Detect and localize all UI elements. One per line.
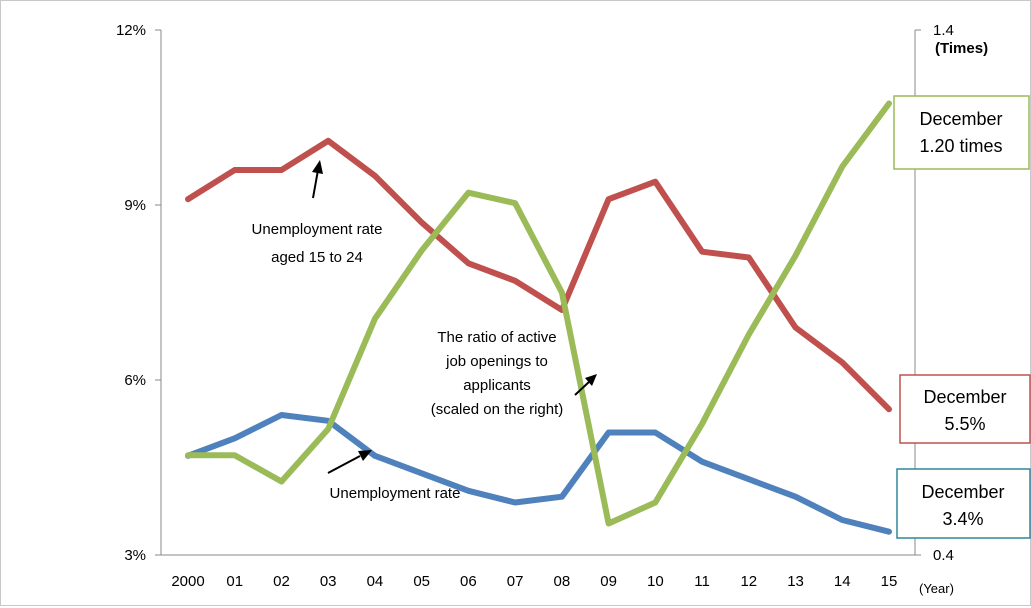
right-axis-unit: (Times) <box>935 40 988 57</box>
left-tick-label: 9% <box>124 197 146 214</box>
x-tick-label: 03 <box>320 573 337 590</box>
unemployment-annotation: Unemployment rate <box>330 485 461 502</box>
unemployment-series-line <box>185 412 892 535</box>
ratio-annotation-arrow <box>574 374 597 396</box>
x-tick-label: 2000 <box>171 573 204 590</box>
x-tick-label: 06 <box>460 573 477 590</box>
ratio-series-line <box>185 100 892 527</box>
left-tick-label: 6% <box>124 372 146 389</box>
x-tick-label: 07 <box>507 573 524 590</box>
unemployment-callout-line-2: 3.4% <box>942 509 983 529</box>
left-tick-label: 3% <box>124 547 146 564</box>
x-tick-label: 02 <box>273 573 290 590</box>
x-axis-ticks: 2000 01 02 03 04 05 06 07 08 09 10 11 12 13 14 15 <box>171 573 897 590</box>
ratio-annotation-line-4: (scaled on the right) <box>431 401 564 418</box>
right-tick-label: 1.4 <box>933 22 954 39</box>
x-tick-label: 04 <box>367 573 384 590</box>
x-tick-label: 14 <box>834 573 851 590</box>
ratio-annotation-line-1: The ratio of active <box>437 329 556 346</box>
x-tick-label: 09 <box>600 573 617 590</box>
youth-callout: December 5.5% <box>899 374 1031 444</box>
ratio-callout-line-2: 1.20 times <box>919 136 1002 156</box>
ratio-callout: December 1.20 times <box>893 95 1030 170</box>
ratio-callout-line-1: December <box>919 109 1002 129</box>
x-axis-label: (Year) <box>919 581 954 596</box>
unemployment-annotation-arrow <box>327 450 372 474</box>
ratio-annotation-line-3: applicants <box>463 377 531 394</box>
x-tick-label: 10 <box>647 573 664 590</box>
x-tick-label: 08 <box>554 573 571 590</box>
x-tick-label: 01 <box>226 573 243 590</box>
unemployment-callout-line-1: December <box>921 482 1004 502</box>
youth-callout-line-2: 5.5% <box>944 414 985 434</box>
youth-annotation-line-2: aged 15 to 24 <box>271 249 363 266</box>
x-tick-label: 15 <box>881 573 898 590</box>
youth-annotation-arrow <box>312 160 323 199</box>
unemployment-callout: December 3.4% <box>896 468 1031 539</box>
x-tick-label: 12 <box>740 573 757 590</box>
right-tick-label: 0.4 <box>933 547 954 564</box>
ratio-annotation-line-2: job openings to <box>445 353 548 370</box>
left-tick-label: 12% <box>116 22 146 39</box>
youth-callout-line-1: December <box>923 387 1006 407</box>
youth-annotation-line-1: Unemployment rate <box>252 221 383 238</box>
x-tick-label: 13 <box>787 573 804 590</box>
x-tick-label: 05 <box>413 573 430 590</box>
series-lines <box>185 100 892 535</box>
right-axis-ticks: 0.4 1.4 <box>915 22 954 564</box>
x-tick-label: 11 <box>694 573 710 590</box>
left-axis-ticks: 3% 6% 9% 12% <box>116 22 161 564</box>
